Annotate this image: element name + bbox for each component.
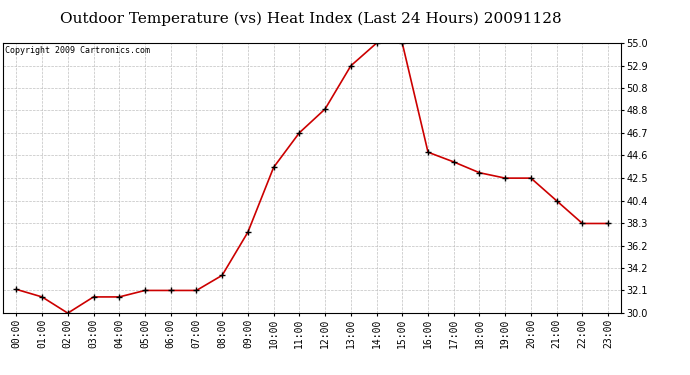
Text: Copyright 2009 Cartronics.com: Copyright 2009 Cartronics.com	[5, 46, 150, 55]
Text: Outdoor Temperature (vs) Heat Index (Last 24 Hours) 20091128: Outdoor Temperature (vs) Heat Index (Las…	[60, 11, 561, 26]
